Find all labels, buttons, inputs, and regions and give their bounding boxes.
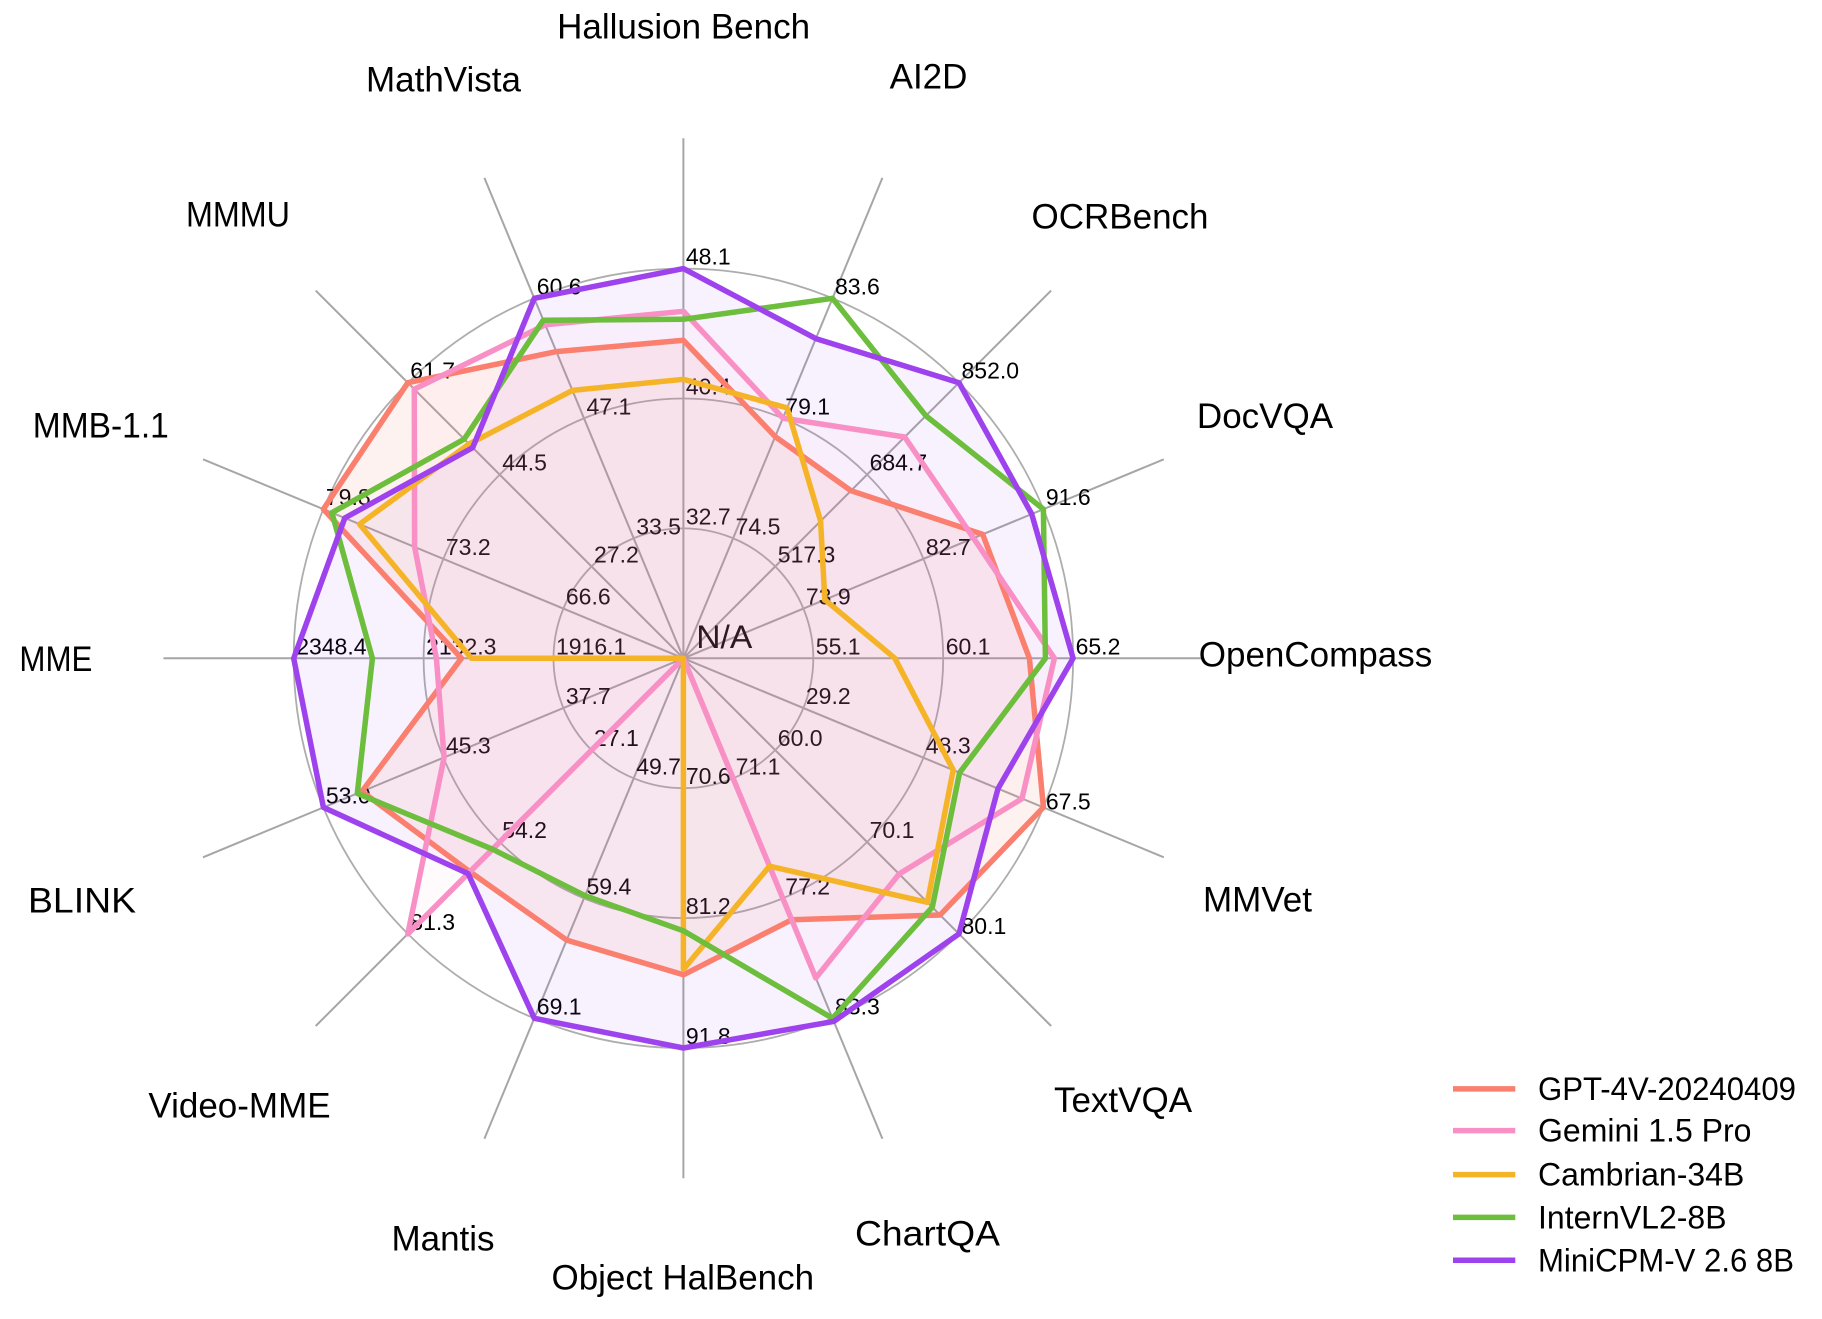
svg-text:49.7: 49.7 xyxy=(636,753,681,779)
svg-text:83.6: 83.6 xyxy=(835,273,880,299)
svg-text:InternVL2-8B: InternVL2-8B xyxy=(1538,1199,1727,1235)
svg-text:73.2: 73.2 xyxy=(446,534,491,560)
svg-text:44.5: 44.5 xyxy=(502,450,547,476)
svg-text:517.3: 517.3 xyxy=(778,541,836,567)
svg-text:Video-MME: Video-MME xyxy=(148,1087,330,1126)
svg-text:MMVet: MMVet xyxy=(1203,881,1312,920)
svg-text:29.2: 29.2 xyxy=(806,683,851,709)
svg-text:Gemini 1.5 Pro: Gemini 1.5 Pro xyxy=(1538,1113,1751,1149)
svg-text:852.0: 852.0 xyxy=(962,358,1020,384)
svg-text:MME: MME xyxy=(19,640,92,679)
svg-text:74.5: 74.5 xyxy=(736,513,781,539)
svg-text:Hallusion Bench: Hallusion Bench xyxy=(557,8,810,47)
svg-text:45.3: 45.3 xyxy=(446,733,491,759)
svg-text:N/A: N/A xyxy=(696,619,753,655)
svg-text:Cambrian-34B: Cambrian-34B xyxy=(1538,1157,1744,1193)
svg-text:Object HalBench: Object HalBench xyxy=(551,1259,814,1298)
svg-text:33.5: 33.5 xyxy=(636,513,681,539)
svg-text:27.2: 27.2 xyxy=(594,541,639,567)
svg-text:MathVista: MathVista xyxy=(366,61,522,100)
svg-text:OCRBench: OCRBench xyxy=(1031,198,1208,237)
svg-text:79.1: 79.1 xyxy=(785,393,830,419)
svg-text:DocVQA: DocVQA xyxy=(1197,397,1334,436)
svg-text:80.1: 80.1 xyxy=(962,913,1007,939)
svg-text:2348.4: 2348.4 xyxy=(296,633,367,659)
svg-text:MMMU: MMMU xyxy=(186,196,290,235)
svg-text:BLINK: BLINK xyxy=(28,882,136,921)
svg-text:MiniCPM-V 2.6 8B: MiniCPM-V 2.6 8B xyxy=(1538,1242,1794,1278)
svg-text:AI2D: AI2D xyxy=(890,58,968,97)
svg-text:60.1: 60.1 xyxy=(946,633,991,659)
svg-text:OpenCompass: OpenCompass xyxy=(1199,636,1432,675)
svg-text:66.6: 66.6 xyxy=(566,584,611,610)
svg-text:82.7: 82.7 xyxy=(926,534,971,560)
svg-text:37.7: 37.7 xyxy=(566,683,611,709)
svg-text:60.0: 60.0 xyxy=(778,725,823,751)
svg-text:55.1: 55.1 xyxy=(816,633,861,659)
svg-text:65.2: 65.2 xyxy=(1076,633,1121,659)
svg-text:91.6: 91.6 xyxy=(1046,484,1091,510)
svg-text:Mantis: Mantis xyxy=(391,1220,494,1259)
svg-text:MMB-1.1: MMB-1.1 xyxy=(33,407,169,446)
svg-text:48.1: 48.1 xyxy=(686,244,731,270)
svg-text:59.4: 59.4 xyxy=(587,873,632,899)
svg-text:ChartQA: ChartQA xyxy=(855,1215,1001,1254)
svg-text:81.2: 81.2 xyxy=(686,893,731,919)
svg-text:67.5: 67.5 xyxy=(1046,788,1091,814)
svg-text:47.1: 47.1 xyxy=(587,393,632,419)
svg-text:GPT-4V-20240409: GPT-4V-20240409 xyxy=(1538,1071,1796,1107)
svg-text:32.7: 32.7 xyxy=(686,503,731,529)
svg-text:TextVQA: TextVQA xyxy=(1054,1081,1193,1120)
svg-text:69.1: 69.1 xyxy=(537,993,582,1019)
svg-text:70.6: 70.6 xyxy=(686,763,731,789)
svg-text:71.1: 71.1 xyxy=(736,753,781,779)
svg-text:1916.1: 1916.1 xyxy=(556,633,626,659)
svg-text:70.1: 70.1 xyxy=(870,817,915,843)
